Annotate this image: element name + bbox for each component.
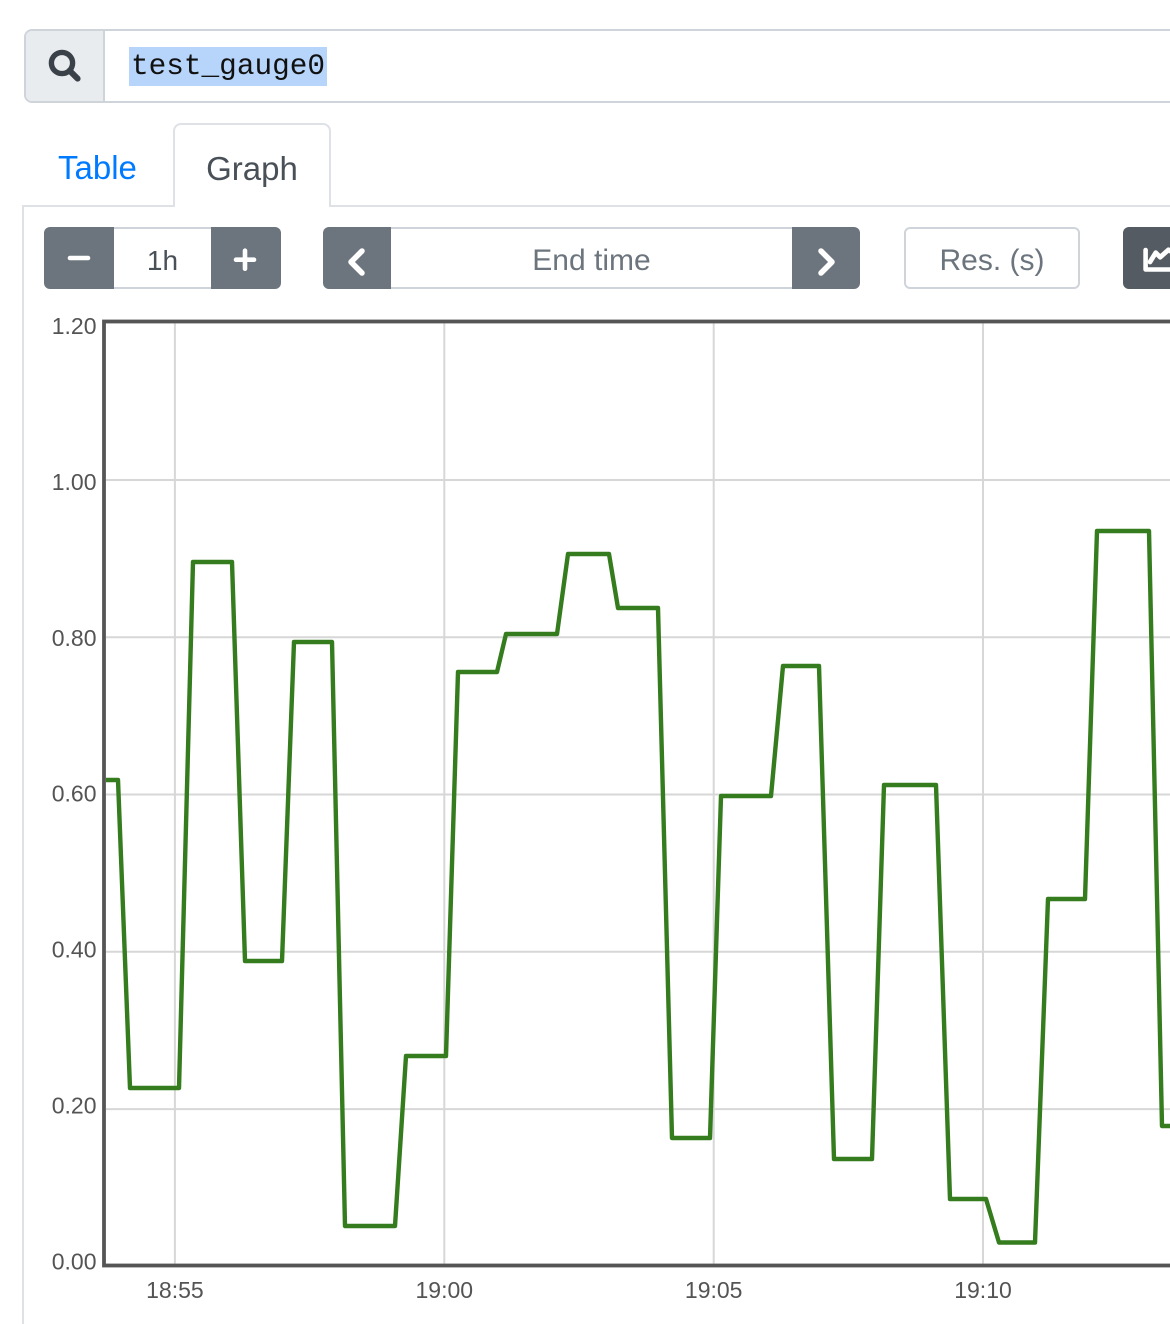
- svg-text:0.20: 0.20: [52, 1093, 97, 1119]
- svg-text:0.00: 0.00: [52, 1248, 97, 1274]
- svg-text:1.20: 1.20: [52, 313, 97, 339]
- svg-text:0.80: 0.80: [52, 625, 97, 651]
- svg-text:18:55: 18:55: [146, 1277, 204, 1303]
- svg-text:1.00: 1.00: [52, 469, 97, 495]
- svg-text:0.60: 0.60: [52, 781, 97, 807]
- svg-text:19:10: 19:10: [954, 1277, 1012, 1303]
- svg-text:19:05: 19:05: [685, 1277, 743, 1303]
- svg-text:0.40: 0.40: [52, 937, 97, 963]
- svg-text:19:00: 19:00: [416, 1277, 474, 1303]
